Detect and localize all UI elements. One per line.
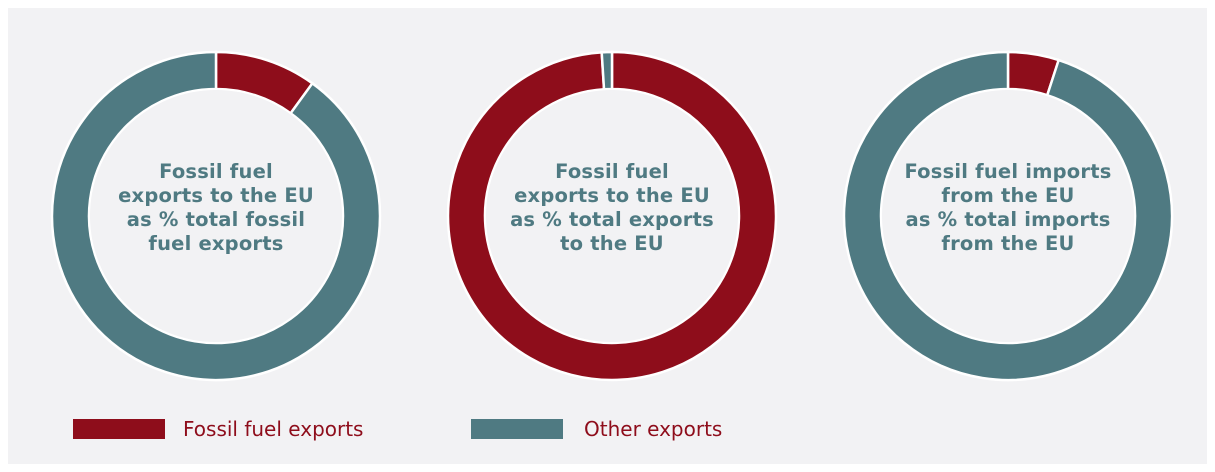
donut-2-label-line: Fossil fuel [555,160,669,183]
donut-3-label-line: from the EU [941,232,1075,255]
donut-2-center-label: Fossil fuel exports to the EU as % total… [502,160,722,256]
donut-1-label-line: fuel exports [148,232,284,255]
donut-2-label-line: exports to the EU [514,184,710,207]
donut-2-slice-fossil [446,50,778,382]
donut-1-label-line: exports to the EU [118,184,314,207]
donut-1-hole [90,90,342,342]
donut-3-label-line: Fossil fuel imports [904,160,1112,183]
donut-2-hole [486,90,738,342]
donut-2-label-line: to the EU [560,232,664,255]
legend-swatch-fossil [73,419,165,439]
donut-2-label-line: as % total exports [510,208,714,231]
legend-label-fossil: Fossil fuel exports [183,417,364,441]
donut-1-slice-other [50,50,382,382]
donut-3-label-line: as % total imports [905,208,1111,231]
donut-3-label-line: from the EU [941,184,1075,207]
donut-3-hole [882,90,1134,342]
donut-3-slice-other [842,50,1174,382]
donut-1-label-line: Fossil fuel [159,160,273,183]
donut-3-center-label: Fossil fuel imports from the EU as % tot… [898,160,1118,256]
legend-swatch-other [471,419,563,439]
donut-1-label-line: as % total fossil [126,208,306,231]
legend-label-other: Other exports [584,417,723,441]
donut-1-center-label: Fossil fuel exports to the EU as % total… [106,160,326,256]
donut-2-slice-other [600,50,614,91]
